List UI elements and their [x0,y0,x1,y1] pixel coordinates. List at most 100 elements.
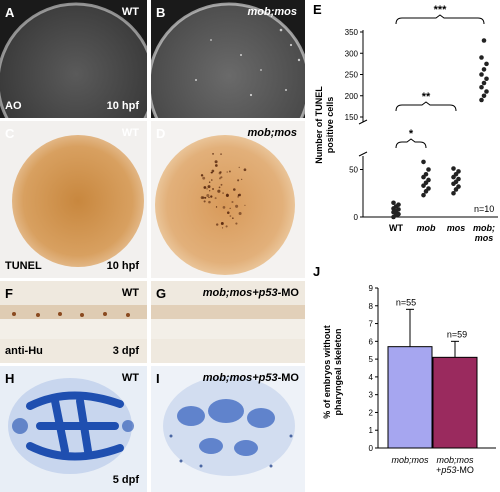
n-label: n=59 [447,329,467,339]
stain-label: TUNEL [5,260,42,272]
bar [387,346,433,449]
y-tick-label: 0 [354,213,359,222]
y-axis-label: % of embryos withoutpharyngeal skeleton [322,325,343,419]
x-tick-label: mob;mos [436,455,474,465]
chart-j-bar: 0 1 2 3 4 5 6 7 8 9 % of embryos withoutpharyngeal… [322,284,496,475]
x-tick-label: mos [447,223,466,233]
genotype-label: WT [121,6,139,18]
genotype-label: mob;mos [247,127,298,139]
x-tick-label: mos [475,233,494,243]
stage-label: 3 dpf [112,345,139,357]
x-tick-label: +p53-MO [436,465,474,475]
data-point [481,67,487,72]
significance-label: ** [422,91,431,103]
y-axis-label: Number of TUNELpositive cells [314,86,335,164]
data-point [421,192,426,198]
panel-h-image: H WT 5 dpf [0,366,147,492]
x-tick-label: WT [389,223,403,233]
data-point [426,167,431,172]
data-point [479,72,484,77]
y-tick-label: 200 [345,92,359,101]
bar [432,356,478,449]
genotype-label: mob;mos [247,6,298,18]
panel-letter: A [5,5,15,20]
data-point [421,159,426,165]
panel-letter: I [156,371,160,386]
data-point [484,76,489,82]
data-point [391,200,396,206]
data-point [451,166,456,171]
data-point [481,38,487,43]
panel-letter: D [156,126,166,141]
genotype-label: WT [121,372,139,384]
panel-i-image: I mob;mos+p53-MO [151,366,305,492]
y-axis-label-line: pharyngeal skeleton [333,328,343,415]
chart-e-tunel-scatter: 0 50 150 200 250 300 350 Number of TUNELpositiv… [314,4,498,243]
significance-bracket [395,138,427,149]
axis-break-mark [358,119,368,125]
panel-letter-j: J [313,264,321,279]
y-tick-label: 6 [369,337,374,346]
y-tick-label: 7 [369,320,374,329]
data-point [479,84,484,90]
stage-label: 5 dpf [112,474,139,486]
data-point [479,97,484,103]
y-tick-label: 3 [369,391,374,400]
panel-letter: B [156,5,166,20]
axis-break-mark [358,151,368,157]
embryo-wt-ao [0,2,147,118]
data-point [456,176,461,182]
y-tick-label: 9 [369,284,374,293]
panel-d-image: D mob;mos [151,121,305,278]
embryo-mobmos-tunel [155,135,295,275]
embryo-wt-tunel [12,135,144,267]
significance-bracket [395,101,457,112]
y-tick-label: 300 [345,49,359,58]
cartilage-wt [8,378,134,474]
data-point [426,186,431,191]
data-point [456,184,461,189]
significance-label: *** [434,4,448,16]
y-tick-label: 4 [369,373,374,382]
genotype-label: mob;mos+p53-MO [202,287,299,299]
y-tick-label: 150 [345,113,359,122]
significance-bracket [395,14,485,25]
embryo-mobmos-ao [151,2,305,118]
data-point [481,80,487,86]
stain-label: anti-Hu [5,345,43,357]
stage-label: 10 hpf [106,100,139,112]
y-tick-label: 2 [369,408,374,417]
panel-letter: G [156,286,167,301]
y-tick-label: 350 [345,28,359,37]
significance-label: * [409,128,414,140]
data-point [423,171,429,177]
data-point [484,61,489,67]
y-tick-label: 8 [369,302,374,311]
panel-letter: C [5,126,15,141]
y-axis-label-line: Number of TUNEL [314,86,324,164]
x-tick-label: mob; [473,223,495,233]
panel-a-image: A WT AO 10 hpf [0,0,147,118]
panel-letter-e: E [313,2,322,17]
y-tick-label: 1 [369,426,374,435]
data-point [479,55,484,60]
y-axis-label-line: positive cells [325,97,335,154]
genotype-label: WT [121,127,139,139]
x-tick-label: mob [417,223,437,233]
y-tick-label: 0 [369,444,374,453]
y-tick-label: 250 [345,71,359,80]
panel-f-image: F WT anti-Hu 3 dpf [0,281,147,363]
spinal-cord-wt [0,305,147,339]
n-label: n=10 [474,204,494,214]
y-axis-label-line: % of embryos without [322,325,332,419]
data-point [451,190,456,196]
panel-letter: F [5,286,13,301]
data-point [426,177,431,183]
x-tick-label: mob;mos [391,455,429,465]
data-point [456,169,461,174]
panel-g-image: G mob;mos+p53-MO [151,281,305,363]
panel-b-image: B mob;mos [151,0,305,118]
y-tick-label: 5 [369,355,374,364]
panel-letter: H [5,371,15,386]
genotype-label: mob;mos+p53-MO [202,372,299,384]
